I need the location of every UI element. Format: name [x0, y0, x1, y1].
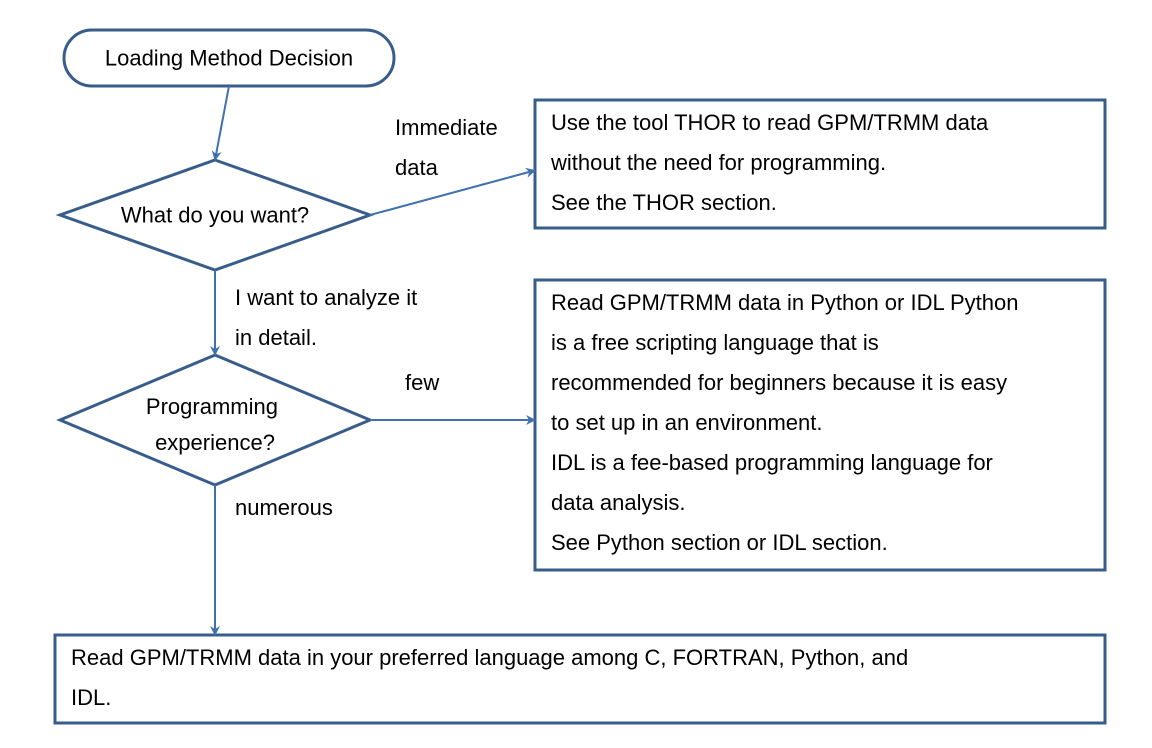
edge-d1-to-d2-label: I want to analyze itin detail. [235, 285, 417, 350]
edge-d1-to-box1-label: Immediatedata [395, 115, 498, 180]
edge-d2-to-box3-label: numerous [235, 495, 333, 520]
decision-experience-label: Programming experience? [146, 394, 284, 455]
box-python-idl-text: Read GPM/TRMM data in Python or IDL Pyth… [551, 290, 1019, 555]
decision-experience [60, 355, 370, 485]
decision-want-label: What do you want? [121, 203, 309, 228]
edge-d2-to-box2-label: few [405, 370, 439, 395]
start-node-label: Loading Method Decision [105, 46, 353, 71]
edge-start-to-d1 [215, 86, 229, 160]
flowchart-canvas: Loading Method Decision What do you want… [0, 0, 1152, 748]
box-thor-text: Use the tool THOR to read GPM/TRMM dataw… [550, 110, 989, 215]
box-preferred-lang-text: Read GPM/TRMM data in your preferred lan… [71, 645, 908, 710]
